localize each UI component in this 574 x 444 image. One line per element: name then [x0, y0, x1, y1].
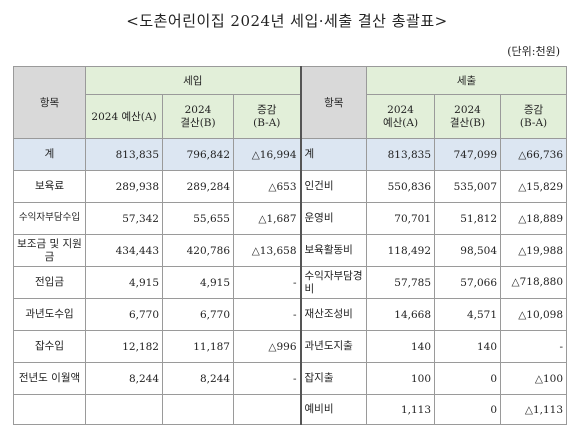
- revenue-diff-cell: △16,994: [232, 138, 302, 171]
- table-row: 수익자부담수입 57,342 55,655 △1,687 운영비 70,701 51,812…: [13, 202, 568, 235]
- revenue-budget-cell: 12,182: [85, 330, 163, 363]
- expense-label-cell: 보육활동비: [299, 234, 368, 267]
- expense-settle-cell: 747,099: [434, 138, 502, 171]
- revenue-diff-header: 증감 (B-A): [232, 94, 302, 139]
- revenue-diff-cell: [232, 394, 302, 425]
- expense-diff-cell: △1,113: [500, 394, 568, 425]
- table-row: 전년도 이월액 8,244 8,244- 잡지출 100 0 △100: [13, 362, 568, 395]
- revenue-settle-cell: 420,786: [162, 234, 234, 267]
- expense-diff-cell: △718,880: [500, 266, 568, 299]
- revenue-diff-cell: -: [232, 266, 302, 299]
- expense-label-cell: 재산조성비: [299, 298, 368, 331]
- revenue-budget-cell: [85, 394, 163, 425]
- expense-budget-cell: 57,785: [366, 266, 436, 299]
- revenue-settle-cell: 289,284: [162, 170, 234, 203]
- revenue-label-cell: 계: [13, 138, 86, 171]
- expense-diff-cell: -: [500, 330, 568, 363]
- expense-settle-cell: 0: [434, 394, 502, 425]
- page-title: <도촌어린이집 2024년 세입·세출 결산 총괄표>: [126, 12, 448, 30]
- expense-item-header: 항목: [299, 66, 368, 139]
- expense-budget-cell: 550,836: [366, 170, 436, 203]
- revenue-label-cell: 보육료: [13, 170, 86, 203]
- table-row: 예비비 1,113 0 △1,113: [13, 394, 568, 425]
- expense-diff-cell: △15,829: [500, 170, 568, 203]
- expense-budget-cell: 813,835: [366, 138, 436, 171]
- table-row: 잡수입 12,182 11,187 △996 과년도지출 140 140-: [13, 330, 568, 363]
- expense-budget-header: 2024 예산(A): [366, 94, 436, 139]
- revenue-budget-cell: 434,443: [85, 234, 163, 267]
- expense-label-cell: 운영비: [299, 202, 368, 235]
- expense-label-cell: 수익자부담경비: [299, 266, 368, 299]
- expense-budget-cell: 118,492: [366, 234, 436, 267]
- revenue-budget-cell: 813,835: [85, 138, 163, 171]
- table-row: 보조금 및 지원금 434,443 420,786 △13,658 보육활동비 118,4…: [13, 234, 568, 267]
- unit-label: (단위:천원): [507, 45, 560, 58]
- revenue-budget-cell: 4,915: [85, 266, 163, 299]
- revenue-settle-header: 2024 결산(B): [162, 94, 234, 139]
- expense-budget-cell: 14,668: [366, 298, 436, 331]
- settlement-table: 항목 세입 항목 세출 2024 예산(A) 2024 결산(B) 증감 (B-A)…: [13, 66, 568, 425]
- revenue-settle-cell: 796,842: [162, 138, 234, 171]
- table-row: 전입금 4,915 4,915- 수익자부담경비 57,785 57,066 △718,88…: [13, 266, 568, 299]
- expense-settle-cell: 57,066: [434, 266, 502, 299]
- expense-diff-cell: △100: [500, 362, 568, 395]
- expense-header: 세출: [366, 66, 568, 95]
- expense-settle-cell: 140: [434, 330, 502, 363]
- expense-budget-cell: 70,701: [366, 202, 436, 235]
- expense-settle-cell: 4,571: [434, 298, 502, 331]
- revenue-settle-cell: 4,915: [162, 266, 234, 299]
- expense-label-cell: 인건비: [299, 170, 368, 203]
- expense-label-cell: 예비비: [299, 394, 368, 425]
- revenue-label-cell: 전입금: [13, 266, 86, 299]
- revenue-label-cell: 과년도수입: [13, 298, 86, 331]
- expense-diff-cell: △10,098: [500, 298, 568, 331]
- revenue-settle-cell: 11,187: [162, 330, 234, 363]
- revenue-settle-cell: [162, 394, 234, 425]
- expense-diff-header: 증감 (B-A): [500, 94, 568, 139]
- table-row: 보육료 289,938 289,284 △653 인건비 550,836 535,007 △1…: [13, 170, 568, 203]
- revenue-diff-cell: △13,658: [232, 234, 302, 267]
- expense-diff-cell: △66,736: [500, 138, 568, 171]
- revenue-budget-cell: 289,938: [85, 170, 163, 203]
- expense-settle-cell: 535,007: [434, 170, 502, 203]
- revenue-settle-cell: 6,770: [162, 298, 234, 331]
- expense-label-cell: 잡지출: [299, 362, 368, 395]
- revenue-label-cell: [13, 394, 86, 425]
- expense-label-cell: 계: [299, 138, 368, 171]
- revenue-diff-cell: △653: [232, 170, 302, 203]
- revenue-diff-cell: -: [232, 298, 302, 331]
- revenue-label-cell: 보조금 및 지원금: [13, 234, 86, 267]
- revenue-label-cell: 수익자부담수입: [13, 202, 86, 235]
- table-row: 계 813,835 796,842 △16,994 계 813,835 747,099 △66…: [13, 138, 568, 171]
- revenue-budget-cell: 8,244: [85, 362, 163, 395]
- expense-label-cell: 과년도지출: [299, 330, 368, 363]
- expense-budget-cell: 140: [366, 330, 436, 363]
- expense-settle-header: 2024 결산(B): [434, 94, 502, 139]
- revenue-budget-header: 2024 예산(A): [85, 94, 163, 139]
- revenue-label-cell: 잡수입: [13, 330, 86, 363]
- revenue-settle-cell: 8,244: [162, 362, 234, 395]
- revenue-diff-cell: △1,687: [232, 202, 302, 235]
- revenue-diff-cell: -: [232, 362, 302, 395]
- revenue-item-header: 항목: [13, 66, 86, 139]
- revenue-settle-cell: 55,655: [162, 202, 234, 235]
- expense-budget-cell: 100: [366, 362, 436, 395]
- expense-settle-cell: 0: [434, 362, 502, 395]
- expense-budget-cell: 1,113: [366, 394, 436, 425]
- revenue-budget-cell: 57,342: [85, 202, 163, 235]
- revenue-label-cell: 전년도 이월액: [13, 362, 86, 395]
- expense-diff-cell: △18,889: [500, 202, 568, 235]
- expense-settle-cell: 98,504: [434, 234, 502, 267]
- table-body: 계 813,835 796,842 △16,994 계 813,835 747,099 △66…: [13, 138, 568, 425]
- revenue-header: 세입: [84, 66, 302, 95]
- expense-diff-cell: △19,988: [500, 234, 568, 267]
- revenue-budget-cell: 6,770: [85, 298, 163, 331]
- expense-settle-cell: 51,812: [434, 202, 502, 235]
- table-row: 과년도수입 6,770 6,770- 재산조성비 14,668 4,571 △10,098: [13, 298, 568, 331]
- revenue-diff-cell: △996: [232, 330, 302, 363]
